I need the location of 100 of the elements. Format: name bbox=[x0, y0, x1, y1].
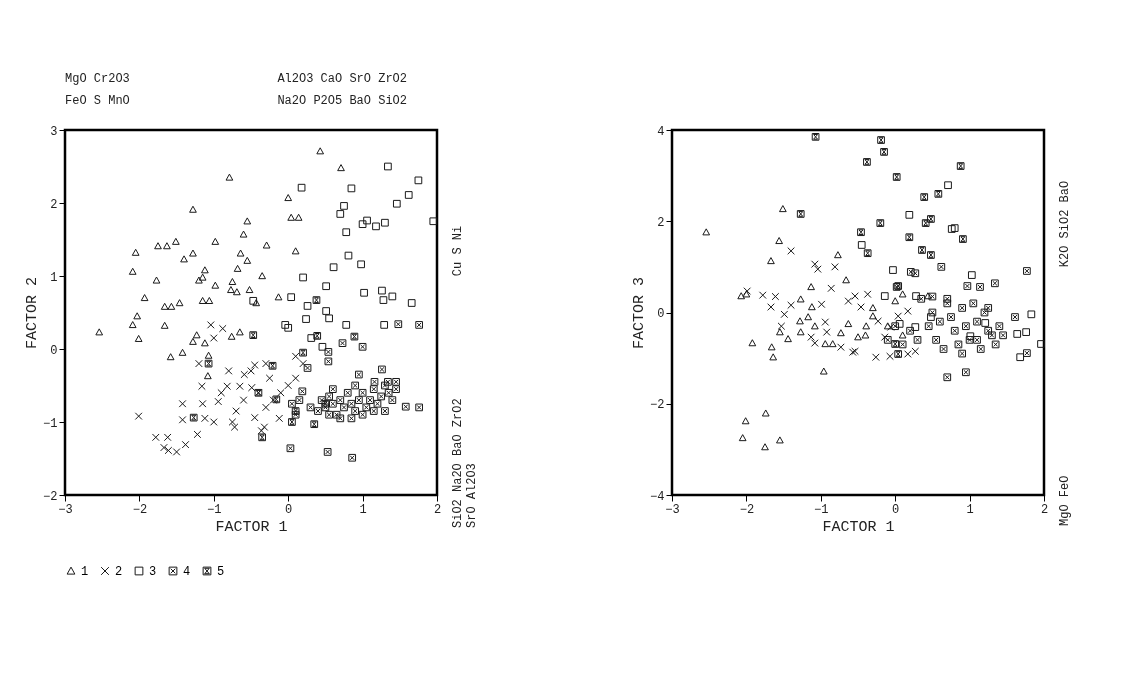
point bbox=[318, 342, 327, 351]
legend-label: 3 bbox=[149, 565, 157, 579]
point bbox=[966, 332, 975, 341]
point bbox=[342, 228, 351, 237]
point bbox=[324, 357, 333, 366]
point bbox=[154, 242, 162, 250]
point bbox=[737, 292, 746, 300]
point bbox=[956, 162, 965, 170]
point bbox=[776, 328, 784, 336]
point bbox=[249, 331, 258, 339]
point bbox=[392, 199, 401, 208]
x-tick-label: 0 bbox=[285, 502, 293, 517]
point bbox=[287, 213, 296, 221]
point bbox=[381, 218, 389, 227]
point bbox=[140, 294, 149, 302]
x-tick-label: −3 bbox=[665, 502, 680, 517]
point bbox=[225, 173, 234, 181]
point bbox=[366, 396, 374, 404]
point bbox=[924, 322, 933, 331]
point bbox=[891, 322, 900, 331]
point bbox=[180, 255, 188, 263]
point bbox=[128, 267, 137, 275]
point bbox=[316, 147, 325, 155]
y-tick-label: 3 bbox=[50, 124, 58, 139]
point bbox=[906, 326, 914, 335]
point bbox=[302, 315, 310, 323]
point bbox=[913, 336, 922, 344]
point bbox=[844, 320, 853, 328]
text: K2O SiO2 BaO bbox=[1058, 180, 1072, 268]
point bbox=[965, 336, 974, 344]
point bbox=[175, 299, 184, 307]
text: Cu S Ni bbox=[451, 225, 465, 277]
point bbox=[883, 322, 892, 330]
point bbox=[178, 348, 187, 356]
point bbox=[372, 222, 380, 231]
point bbox=[189, 413, 198, 422]
point bbox=[842, 276, 850, 284]
point bbox=[980, 308, 989, 317]
point bbox=[189, 337, 197, 345]
point bbox=[360, 288, 368, 297]
point bbox=[810, 322, 819, 330]
point bbox=[862, 322, 871, 330]
point bbox=[761, 409, 770, 417]
point bbox=[1023, 267, 1031, 275]
point bbox=[837, 329, 845, 337]
point bbox=[243, 256, 252, 264]
y-tick-label: 0 bbox=[50, 343, 58, 358]
point bbox=[857, 241, 866, 249]
point bbox=[211, 237, 220, 245]
point bbox=[203, 372, 212, 380]
point bbox=[286, 444, 295, 453]
point bbox=[973, 336, 981, 344]
point bbox=[324, 348, 333, 356]
point bbox=[959, 235, 967, 243]
point bbox=[152, 276, 161, 284]
point bbox=[295, 396, 304, 404]
point bbox=[201, 339, 209, 347]
point bbox=[369, 407, 378, 415]
point bbox=[912, 292, 920, 300]
point bbox=[892, 173, 901, 181]
point bbox=[880, 148, 888, 156]
point bbox=[761, 443, 769, 451]
text: FeO S MnO bbox=[65, 94, 130, 108]
y-tick-label: 2 bbox=[50, 197, 58, 212]
point bbox=[769, 353, 778, 361]
point bbox=[347, 399, 356, 408]
point bbox=[407, 299, 416, 307]
point bbox=[796, 210, 805, 218]
point bbox=[325, 410, 333, 419]
point bbox=[991, 340, 1000, 349]
point bbox=[889, 266, 897, 274]
point bbox=[967, 271, 976, 279]
point bbox=[243, 217, 252, 225]
point bbox=[329, 263, 338, 272]
point bbox=[307, 334, 316, 342]
point bbox=[935, 317, 944, 326]
point bbox=[236, 249, 245, 257]
point bbox=[351, 381, 360, 390]
point bbox=[804, 313, 813, 321]
point bbox=[1037, 340, 1045, 348]
point bbox=[796, 295, 805, 303]
point bbox=[742, 290, 751, 298]
point bbox=[323, 448, 332, 456]
point bbox=[336, 210, 345, 218]
point bbox=[937, 263, 946, 271]
point bbox=[160, 321, 169, 329]
point bbox=[198, 273, 207, 281]
point bbox=[344, 251, 353, 260]
point bbox=[1011, 313, 1019, 321]
point bbox=[288, 418, 296, 426]
point bbox=[351, 407, 360, 415]
point bbox=[388, 396, 397, 404]
point bbox=[189, 249, 197, 257]
point bbox=[288, 399, 296, 408]
point bbox=[767, 343, 776, 351]
point bbox=[702, 228, 711, 236]
point bbox=[958, 304, 967, 312]
point bbox=[198, 296, 207, 304]
y-axis-title: FACTOR 2 bbox=[24, 276, 42, 350]
y-axis-title: FACTOR 3 bbox=[631, 276, 649, 350]
